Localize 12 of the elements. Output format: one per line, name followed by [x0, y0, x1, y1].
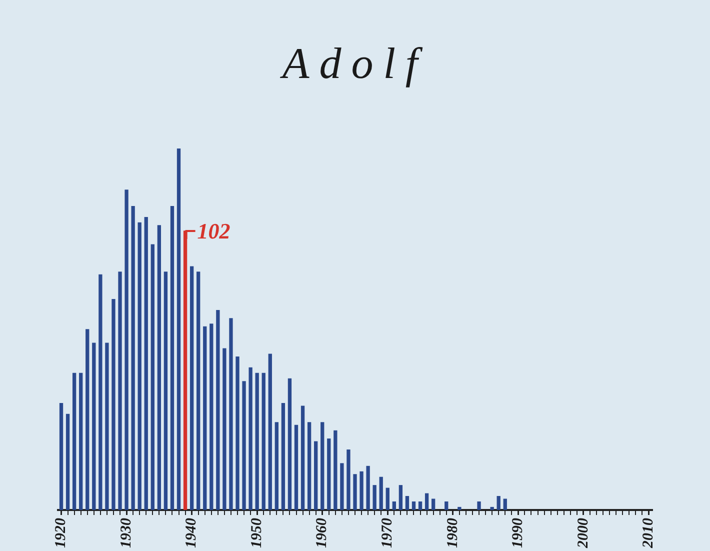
x-tick-label: 1980	[444, 518, 461, 548]
x-tick-label: 2000	[575, 518, 592, 549]
x-tick-label: 1990	[510, 518, 526, 548]
x-tick-label: 1960	[314, 518, 330, 548]
x-tick-label: 1950	[248, 518, 265, 548]
x-tick-label: 1970	[380, 518, 396, 548]
x-tick-label: 1920	[53, 518, 70, 548]
data-label: 102	[197, 218, 230, 244]
x-tick-label: 2010	[640, 518, 657, 549]
x-tick-label: 1940	[184, 518, 200, 548]
x-tick-label: 1930	[118, 518, 134, 548]
chart-title: Adolf	[279, 38, 429, 89]
